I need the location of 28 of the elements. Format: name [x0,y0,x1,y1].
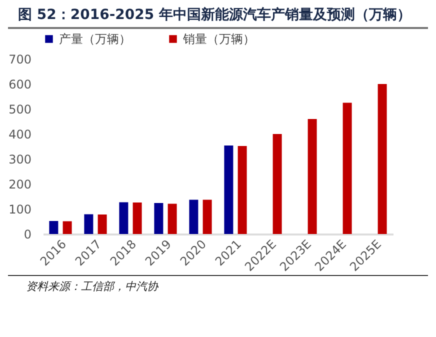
bar [154,203,164,234]
y-tick-label: 0 [24,228,32,242]
bar [202,200,212,234]
text: 资料来源：工信部，中汽协 [8,275,428,294]
legend-label: 销量（万辆） [182,32,255,46]
bar [119,202,128,234]
y-tick-label: 700 [8,52,32,66]
bar [342,102,352,234]
bar [378,84,387,234]
bar [308,119,317,234]
bar [168,204,177,234]
legend-label: 产量（万辆） [59,32,131,46]
y-tick-label: 500 [8,102,32,116]
bar [62,221,72,234]
bar [49,221,58,234]
y-tick-label: 200 [8,178,32,192]
y-tick-label: 300 [8,152,32,166]
bar [224,146,234,234]
bar [189,200,198,234]
y-tick-label: 100 [8,202,32,216]
bar [84,214,94,234]
y-tick-label: 400 [8,128,32,142]
bar [98,214,107,234]
y-tick-label: 600 [8,78,32,92]
bar [132,202,142,234]
bar [272,134,282,234]
bar [238,146,247,234]
chart-title: 图 52：2016-2025 年中国新能源汽车产销量及预测（万辆） [8,4,428,29]
